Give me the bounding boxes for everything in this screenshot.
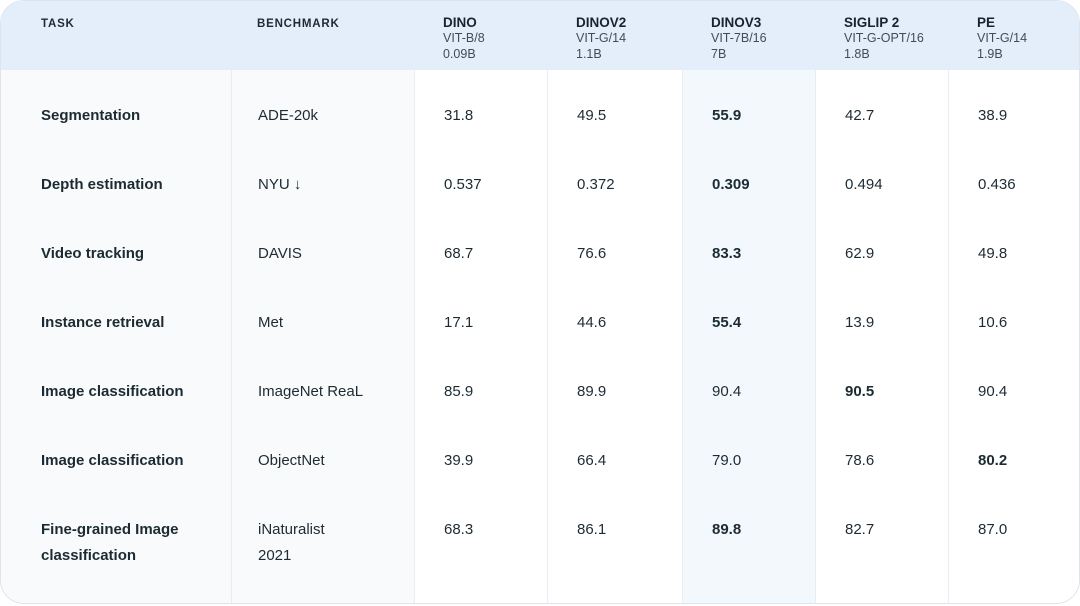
- table-row: Image classification ObjectNet 39.9 66.4…: [1, 415, 1079, 484]
- task-cell: Fine-grained Image classification: [1, 484, 231, 603]
- value-cell: 17.1: [414, 277, 547, 346]
- value-cell: 83.3: [682, 208, 815, 277]
- value-cell: 0.494: [815, 139, 948, 208]
- value-cell: 13.9: [815, 277, 948, 346]
- model-params: 1.9B: [977, 46, 1003, 61]
- value-cell: 49.8: [948, 208, 1079, 277]
- value-cell: 89.9: [547, 346, 682, 415]
- column-header-dino: DINO VIT-B/8 0.09B: [414, 1, 547, 70]
- value-cell: 0.309: [682, 139, 815, 208]
- value-cell: 42.7: [815, 70, 948, 139]
- value-cell: 55.4: [682, 277, 815, 346]
- value-cell: 82.7: [815, 484, 948, 603]
- task-cell: Image classification: [1, 415, 231, 484]
- value-cell: 90.4: [948, 346, 1079, 415]
- column-header-benchmark: BENCHMARK: [231, 1, 414, 70]
- value-cell: 87.0: [948, 484, 1079, 603]
- value-cell: 49.5: [547, 70, 682, 139]
- value-cell: 79.0: [682, 415, 815, 484]
- model-name: SIGLIP 2: [844, 15, 900, 30]
- benchmark-column-label: BENCHMARK: [257, 18, 340, 30]
- value-cell: 44.6: [547, 277, 682, 346]
- task-column-label: TASK: [41, 18, 75, 30]
- value-cell: 10.6: [948, 277, 1079, 346]
- model-params: 1.8B: [844, 46, 870, 61]
- task-cell: Segmentation: [1, 70, 231, 139]
- table-row: Instance retrieval Met 17.1 44.6 55.4 13…: [1, 277, 1079, 346]
- task-cell: Image classification: [1, 346, 231, 415]
- value-cell: 0.436: [948, 139, 1079, 208]
- value-cell: 68.3: [414, 484, 547, 603]
- task-cell: Depth estimation: [1, 139, 231, 208]
- value-cell: 62.9: [815, 208, 948, 277]
- value-cell: 68.7: [414, 208, 547, 277]
- task-cell: Video tracking: [1, 208, 231, 277]
- model-arch: VIT-B/8: [443, 31, 485, 45]
- value-cell: 85.9: [414, 346, 547, 415]
- value-cell: 86.1: [547, 484, 682, 603]
- table-row: Fine-grained Image classification iNatur…: [1, 484, 1079, 603]
- value-cell: 0.372: [547, 139, 682, 208]
- model-params: 7B: [711, 46, 727, 61]
- value-cell: 76.6: [547, 208, 682, 277]
- table-row: Depth estimation NYU ↓ 0.537 0.372 0.309…: [1, 139, 1079, 208]
- value-cell: 0.537: [414, 139, 547, 208]
- value-cell: 31.8: [414, 70, 547, 139]
- model-arch: VIT-G-OPT/16: [844, 31, 924, 45]
- column-header-task: TASK: [1, 1, 231, 70]
- column-header-dinov3: DINOV3 VIT-7B/16 7B: [682, 1, 815, 70]
- model-name: DINOV2: [576, 15, 627, 30]
- value-cell: 89.8: [682, 484, 815, 603]
- value-cell: 78.6: [815, 415, 948, 484]
- column-header-siglip2: SIGLIP 2 VIT-G-OPT/16 1.8B: [815, 1, 948, 70]
- value-cell: 90.4: [682, 346, 815, 415]
- value-cell: 39.9: [414, 415, 547, 484]
- benchmark-cell: Met: [231, 277, 414, 346]
- model-arch: VIT-G/14: [977, 31, 1028, 45]
- value-cell: 90.5: [815, 346, 948, 415]
- table-row: Video tracking DAVIS 68.7 76.6 83.3 62.9…: [1, 208, 1079, 277]
- table-row: Segmentation ADE-20k 31.8 49.5 55.9 42.7…: [1, 70, 1079, 139]
- benchmark-cell: DAVIS: [231, 208, 414, 277]
- model-name: DINOV3: [711, 15, 762, 30]
- value-cell: 66.4: [547, 415, 682, 484]
- column-header-pe: PE VIT-G/14 1.9B: [948, 1, 1079, 70]
- benchmark-cell: NYU ↓: [231, 139, 414, 208]
- model-arch: VIT-G/14: [576, 31, 627, 45]
- model-name: DINO: [443, 15, 477, 30]
- column-header-dinov2: DINOV2 VIT-G/14 1.1B: [547, 1, 682, 70]
- value-cell: 55.9: [682, 70, 815, 139]
- model-arch: VIT-7B/16: [711, 31, 767, 45]
- value-cell: 80.2: [948, 415, 1079, 484]
- table-header-row: TASK BENCHMARK DINO VIT-B/8 0.09B DINOV2…: [1, 1, 1079, 70]
- model-params: 1.1B: [576, 46, 602, 61]
- model-name: PE: [977, 15, 996, 30]
- benchmark-cell: iNaturalist 2021: [231, 484, 414, 603]
- benchmark-cell: ImageNet ReaL: [231, 346, 414, 415]
- table-row: Image classification ImageNet ReaL 85.9 …: [1, 346, 1079, 415]
- benchmark-cell: ObjectNet: [231, 415, 414, 484]
- value-cell: 38.9: [948, 70, 1079, 139]
- benchmark-cell: ADE-20k: [231, 70, 414, 139]
- model-params: 0.09B: [443, 46, 476, 61]
- task-cell: Instance retrieval: [1, 277, 231, 346]
